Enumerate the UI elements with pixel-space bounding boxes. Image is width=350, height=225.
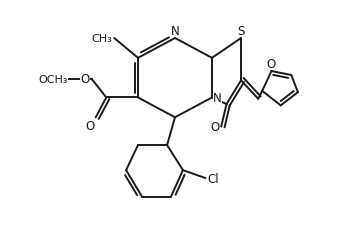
Text: O: O <box>85 119 94 132</box>
Text: OCH₃: OCH₃ <box>38 75 68 85</box>
Text: O: O <box>80 73 90 86</box>
Text: S: S <box>237 25 245 38</box>
Text: O: O <box>267 57 276 70</box>
Text: CH₃: CH₃ <box>91 34 112 44</box>
Text: N: N <box>213 92 222 104</box>
Text: O: O <box>210 121 219 133</box>
Text: Cl: Cl <box>208 172 219 185</box>
Text: N: N <box>171 25 179 38</box>
